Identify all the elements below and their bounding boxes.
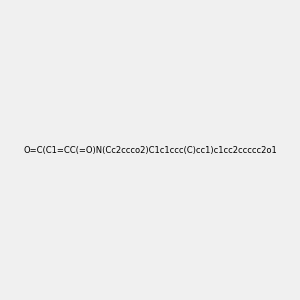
Text: O=C(C1=CC(=O)N(Cc2ccco2)C1c1ccc(C)cc1)c1cc2ccccc2o1: O=C(C1=CC(=O)N(Cc2ccco2)C1c1ccc(C)cc1)c1… <box>23 146 277 154</box>
